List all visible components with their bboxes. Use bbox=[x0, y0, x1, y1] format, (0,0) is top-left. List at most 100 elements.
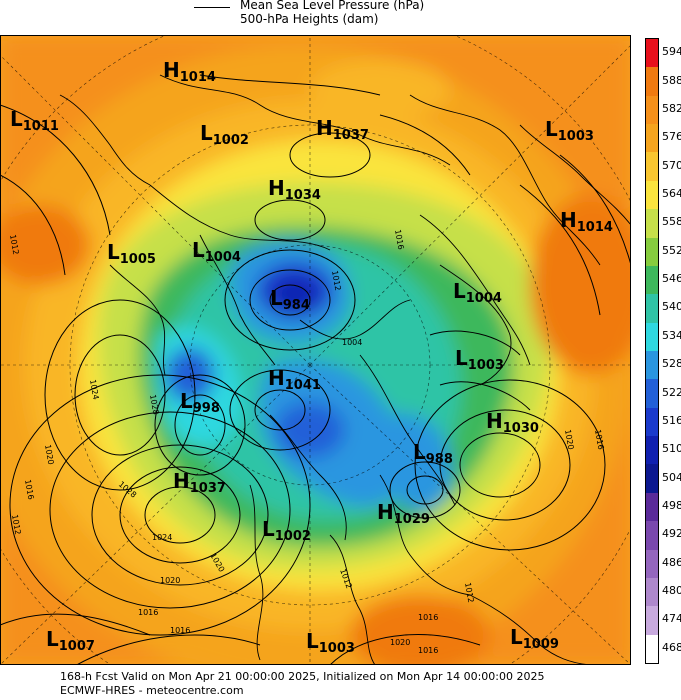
contour-label: 1012 bbox=[10, 514, 22, 536]
pressure-center-type: H bbox=[486, 409, 503, 433]
svg-text:L1009: L1009 bbox=[510, 625, 559, 652]
pressure-center-value: 1007 bbox=[59, 639, 95, 654]
colorbar-tick-label: 582 bbox=[662, 101, 681, 115]
pressure-center-type: L bbox=[46, 627, 59, 651]
pressure-center-value: 1037 bbox=[333, 128, 369, 143]
contour-label: 1016 bbox=[393, 229, 405, 251]
colorbar-tick-label: 480 bbox=[662, 584, 681, 598]
svg-text:H1014: H1014 bbox=[163, 58, 216, 85]
pressure-center-type: L bbox=[107, 240, 120, 264]
pressure-center-type: L bbox=[262, 517, 275, 541]
pressure-center-type: L bbox=[453, 279, 466, 303]
colorbar-tick-label: 474 bbox=[662, 612, 681, 626]
colorbar-tick-label: 522 bbox=[662, 385, 681, 399]
colorbar-tick-label: 594 bbox=[662, 45, 681, 59]
svg-text:L1003: L1003 bbox=[455, 346, 504, 373]
pressure-center-value: 1041 bbox=[285, 378, 321, 393]
pressure-center-type: L bbox=[180, 389, 193, 413]
legend-heights-label: 500-hPa Heights (dam) bbox=[240, 12, 379, 26]
legend-line-icon bbox=[194, 7, 230, 8]
svg-text:L1003: L1003 bbox=[545, 117, 594, 144]
svg-text:L1003: L1003 bbox=[306, 629, 355, 656]
source-credit: ECMWF-HRES - meteocentre.com bbox=[60, 684, 244, 697]
pressure-center-value: 1003 bbox=[468, 358, 504, 373]
colorbar-tick-label: 570 bbox=[662, 158, 681, 172]
contour-label: 1024 bbox=[88, 379, 100, 401]
pressure-center-value: 1014 bbox=[577, 220, 613, 235]
svg-text:H1030: H1030 bbox=[486, 409, 539, 436]
colorbar-swatch bbox=[646, 549, 658, 579]
legend-pressure-label: Mean Sea Level Pressure (hPa) bbox=[240, 0, 425, 12]
pressure-center-value: 1030 bbox=[503, 421, 539, 436]
colorbar-tick-label: 516 bbox=[662, 413, 681, 427]
colorbar-tick-label: 588 bbox=[662, 73, 681, 87]
svg-text:H1037: H1037 bbox=[316, 116, 369, 143]
contour-label: 1004 bbox=[342, 338, 362, 347]
weather-map: 1012 1024 1028 1020 1016 1012 1016 1012 … bbox=[0, 35, 631, 665]
svg-text:L984: L984 bbox=[270, 286, 310, 313]
colorbar-swatch bbox=[646, 39, 658, 68]
svg-text:L1004: L1004 bbox=[453, 279, 502, 306]
colorbar-swatch bbox=[646, 634, 658, 664]
colorbar-tick-label: 576 bbox=[662, 130, 681, 144]
legend: Mean Sea Level Pressure (hPa) 500-hPa He… bbox=[0, 0, 681, 34]
colorbar-swatch bbox=[646, 124, 658, 153]
pressure-center-type: H bbox=[377, 500, 394, 524]
colorbar-swatch bbox=[646, 237, 658, 267]
contour-label: 1012 bbox=[463, 582, 475, 604]
svg-text:L988: L988 bbox=[413, 440, 453, 467]
pressure-center-value: 1011 bbox=[23, 119, 59, 134]
pressure-center-type: L bbox=[200, 121, 213, 145]
contour-label: 1016 bbox=[138, 608, 158, 617]
colorbar-tick-label: 528 bbox=[662, 357, 681, 371]
contour-label: 1012 bbox=[8, 234, 20, 256]
colorbar-tick-label: 492 bbox=[662, 527, 681, 541]
contour-label: 1024 bbox=[152, 533, 172, 542]
contour-label: 1016 bbox=[23, 479, 35, 501]
height-field bbox=[0, 35, 631, 665]
pressure-center-value: 1002 bbox=[275, 529, 311, 544]
svg-text:H1029: H1029 bbox=[377, 500, 430, 527]
pressure-center-value: 1037 bbox=[190, 481, 226, 496]
svg-text:H1041: H1041 bbox=[268, 366, 321, 393]
colorbar-tick-label: 558 bbox=[662, 215, 681, 229]
pressure-center-value: 1003 bbox=[558, 129, 594, 144]
colorbar-swatch bbox=[646, 351, 658, 380]
svg-text:L1004: L1004 bbox=[192, 238, 241, 265]
contour-label: 1020 bbox=[160, 576, 180, 585]
contour-label: 1016 bbox=[418, 613, 438, 622]
pressure-center-value: 1029 bbox=[394, 512, 430, 527]
pressure-center-type: L bbox=[455, 346, 468, 370]
contour-label: 1012 bbox=[330, 270, 342, 292]
pressure-centers: H1014 L1011 L1002 H1037 L1003 H1034 H101… bbox=[10, 58, 613, 656]
colorbar-tick-label: 546 bbox=[662, 272, 681, 286]
pressure-center-type: L bbox=[545, 117, 558, 141]
pressure-center-value: 1014 bbox=[180, 70, 216, 85]
pressure-center-type: H bbox=[316, 116, 333, 140]
isobars bbox=[0, 74, 631, 665]
pressure-center-type: L bbox=[413, 440, 426, 464]
pressure-center-value: 1004 bbox=[466, 291, 502, 306]
colorbar-tick-label: 498 bbox=[662, 499, 681, 512]
forecast-valid-text: 168-h Fcst Valid on Mon Apr 21 00:00:00 … bbox=[60, 670, 545, 683]
contour-label: 1016 bbox=[418, 646, 438, 655]
colorbar-swatch bbox=[646, 379, 658, 409]
contour-label: 1020 bbox=[390, 638, 410, 647]
colorbar-swatch bbox=[646, 436, 658, 465]
colorbar-tick-label: 486 bbox=[662, 555, 681, 569]
colorbar-swatch bbox=[646, 209, 658, 239]
colorbar-swatch bbox=[646, 521, 658, 551]
pressure-center-type: L bbox=[306, 629, 319, 653]
svg-text:L998: L998 bbox=[180, 389, 220, 416]
pressure-center-type: L bbox=[510, 625, 523, 649]
pressure-center-value: 988 bbox=[426, 452, 453, 467]
colorbar-tick-label: 564 bbox=[662, 187, 681, 200]
colorbar-swatch bbox=[646, 294, 658, 324]
pressure-center-type: L bbox=[270, 286, 283, 310]
svg-text:L1002: L1002 bbox=[262, 517, 311, 544]
colorbar bbox=[645, 38, 659, 664]
contour-label: 1028 bbox=[148, 394, 160, 416]
colorbar-swatch bbox=[646, 322, 658, 352]
pressure-center-value: 1002 bbox=[213, 133, 249, 148]
pressure-center-type: H bbox=[268, 176, 285, 200]
